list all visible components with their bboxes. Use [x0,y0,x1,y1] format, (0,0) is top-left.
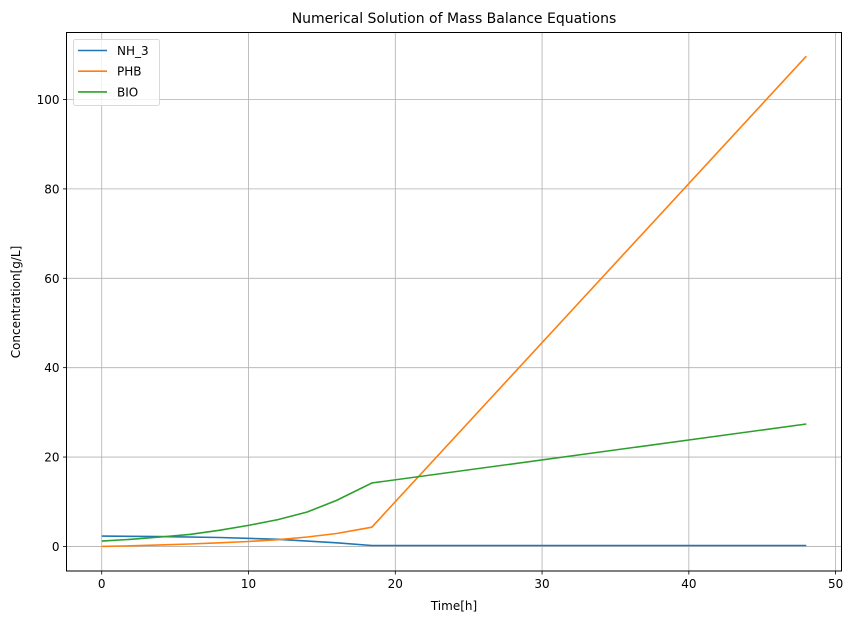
x-axis-label: Time[h] [430,599,477,613]
legend-box [73,39,160,106]
legend: NH_3 PHB BIO [73,39,160,106]
series-line-bio [101,423,807,542]
y-tick-label: 20 [44,451,59,465]
x-tick-label: 20 [388,577,403,591]
y-tick-label: 60 [44,272,59,286]
y-tick-label: 80 [44,182,59,196]
x-tick-label: 30 [534,577,549,591]
chart-title: Numerical Solution of Mass Balance Equat… [292,11,617,27]
x-tick-label: 0 [98,577,106,591]
y-tick-label: 0 [52,540,60,554]
series-line-nh-3 [101,535,807,547]
legend-label: BIO [117,85,138,99]
grid [66,32,842,571]
axes-frame [66,32,842,572]
x-tick-label: 40 [681,577,696,591]
x-tick-label: 50 [828,577,843,591]
y-tick-label: 100 [37,93,60,107]
series-lines [101,55,807,548]
legend-label: NH_3 [117,44,149,58]
series-line-phb [101,55,807,548]
y-axis-label: Concentration[g/L] [9,246,23,359]
legend-label: PHB [117,65,142,79]
x-tick-label: 10 [241,577,256,591]
y-tick-label: 40 [44,361,59,375]
ticks: 0 10 20 30 40 50 0 20 40 60 80 100 [37,93,844,591]
